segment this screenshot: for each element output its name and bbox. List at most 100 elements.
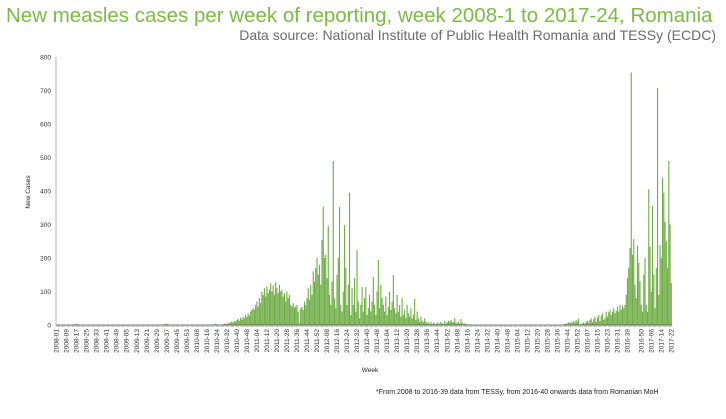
bar [322, 206, 324, 325]
x-tick-label: 2009-37 [164, 329, 171, 353]
bar [76, 323, 78, 325]
bar [431, 323, 433, 325]
bar [238, 320, 240, 325]
bar [257, 306, 259, 325]
bar [670, 283, 672, 325]
bar [298, 323, 301, 325]
bar [575, 319, 577, 325]
bar [321, 239, 323, 325]
bar [291, 306, 293, 325]
y-tick-label: 500 [40, 155, 51, 162]
bar [461, 322, 463, 325]
bar [278, 284, 280, 325]
bar [367, 308, 369, 325]
bar [360, 304, 362, 325]
bar [323, 258, 326, 325]
bar [604, 318, 606, 325]
bar [311, 294, 313, 325]
x-tick-label: 2011-28 [284, 329, 291, 353]
bar [381, 298, 383, 325]
bar [450, 319, 452, 325]
x-tick-label: 2016-31 [615, 329, 622, 353]
bar [625, 294, 627, 325]
bar [345, 268, 347, 325]
bar [232, 322, 234, 325]
bar [242, 316, 244, 325]
x-tick-label: 2010-40 [234, 329, 241, 353]
bar [295, 306, 297, 325]
bar [462, 323, 465, 325]
bar [600, 315, 602, 325]
bar [166, 323, 168, 325]
bar [265, 296, 267, 325]
bar [227, 322, 229, 325]
bar [327, 226, 329, 325]
x-tick-label: 2011-20 [274, 329, 281, 353]
bar [243, 318, 245, 325]
bar [628, 268, 630, 325]
bar [664, 221, 666, 325]
x-tick-label: 2017-22 [668, 329, 675, 353]
bar [644, 258, 646, 325]
bar [253, 309, 255, 325]
bar [412, 314, 414, 325]
x-tick-label: 2011-04 [254, 329, 261, 353]
bar [352, 304, 354, 325]
bar [405, 318, 407, 325]
bar [348, 192, 351, 325]
bar [402, 314, 404, 325]
bar [570, 321, 572, 325]
bar [236, 319, 238, 325]
bar [263, 288, 265, 325]
x-tick-label: 2016-23 [605, 329, 612, 353]
x-tick-label: 2010-16 [204, 329, 211, 353]
bar [357, 301, 359, 325]
bar [312, 271, 314, 325]
y-tick-label: 400 [40, 188, 51, 195]
bar [653, 274, 655, 325]
bar [569, 322, 571, 325]
bar [317, 274, 319, 325]
bar [643, 274, 645, 325]
x-tick-label: 2010-48 [244, 329, 251, 353]
bar [583, 322, 585, 325]
x-tick-label: 2009-13 [134, 329, 141, 353]
bar [590, 318, 592, 325]
bar [580, 323, 582, 325]
bar [648, 189, 650, 325]
bar [669, 224, 671, 325]
bar [369, 294, 371, 325]
bar [336, 274, 338, 325]
bar [231, 321, 233, 325]
bar [598, 314, 600, 325]
bar [297, 311, 299, 325]
x-axis: 2008-01 2008-09 2008-17 2008-25 2008-33 2008-… [54, 324, 675, 353]
x-tick-label: 2017-14 [658, 329, 665, 353]
x-tick-label: 2014-40 [494, 329, 501, 353]
bar [441, 323, 443, 325]
x-tick-label: 2016-50 [638, 329, 645, 353]
x-axis-label: Week [362, 367, 379, 374]
x-tick-label: 2009-53 [184, 329, 191, 353]
bar [654, 308, 656, 325]
bar [356, 249, 358, 325]
bar [273, 294, 275, 325]
bar [621, 305, 624, 325]
bar [401, 298, 403, 325]
bar [266, 286, 268, 325]
y-tick-label: 700 [40, 88, 51, 95]
x-tick-label: 2014-48 [504, 329, 511, 353]
bar [240, 317, 242, 325]
bar [358, 318, 361, 325]
bar [658, 294, 660, 325]
bar [325, 254, 327, 325]
bar [282, 296, 284, 325]
bar [333, 298, 336, 325]
bar [596, 317, 599, 325]
bar [335, 308, 337, 325]
x-tick-label: 2013-04 [384, 329, 391, 353]
bar [346, 304, 348, 325]
x-tick-label: 2008-17 [74, 329, 81, 353]
bar [586, 320, 588, 325]
x-tick-label: 2010-08 [194, 329, 201, 353]
